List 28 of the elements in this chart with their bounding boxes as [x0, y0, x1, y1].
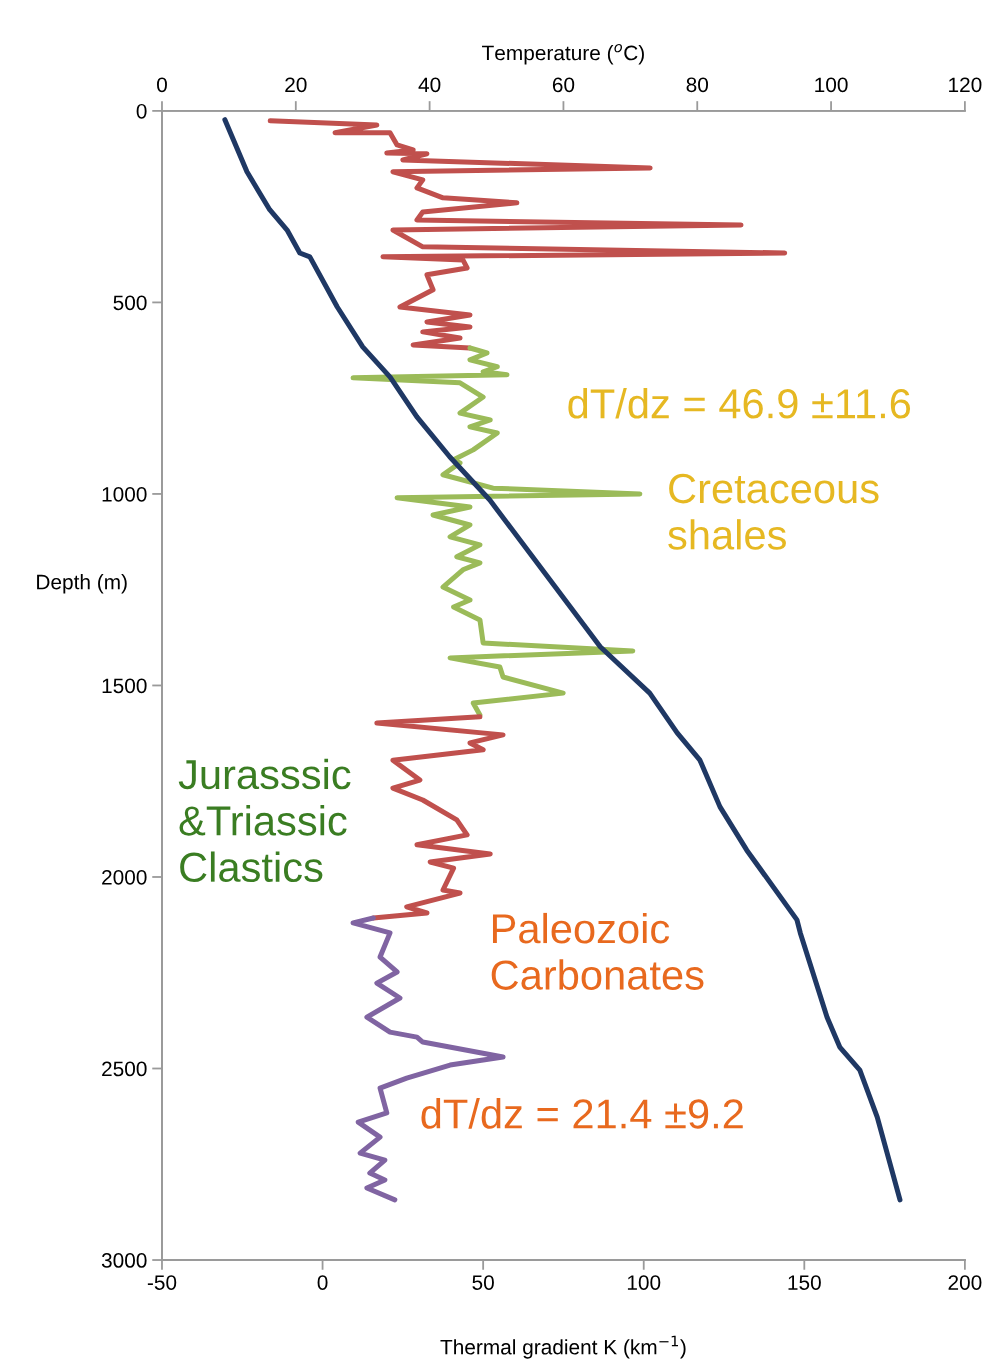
annotation: Jurasssic &Triassic Clastics	[178, 758, 351, 883]
y-tick-label: 2500	[102, 1061, 147, 1077]
x-tick-label: 150	[788, 1275, 821, 1290]
x2-tick-label: 0	[157, 77, 167, 93]
x2-axis-title: Temperature ($^{o}$C)	[482, 43, 644, 65]
x-tick-label: -50	[147, 1275, 177, 1290]
x-tick-label: 50	[472, 1275, 494, 1290]
x2-tick-label: 20	[285, 77, 307, 93]
y-tick-label: 1500	[102, 678, 147, 694]
y-tick-label: 3000	[101, 1253, 147, 1268]
annotation: Paleozoic Carbonates	[491, 912, 704, 990]
x2-tick-label: 80	[686, 77, 709, 93]
x-axis-title: Thermal gradient K (km$^{−1}$)	[440, 1335, 686, 1359]
y-tick-label: 500	[113, 295, 147, 311]
y-tick-label: 2000	[102, 869, 147, 885]
x-tick-label: 100	[627, 1275, 661, 1290]
x2-tick-label: 120	[949, 77, 982, 93]
y-tick-label: 0	[136, 103, 147, 119]
annotation: Cretaceous shales	[668, 473, 879, 550]
y-tick-label: 1000	[102, 486, 147, 502]
y-axis-title: Depth (m)	[37, 574, 127, 594]
x2-tick-label: 100	[815, 77, 848, 93]
annotation: dT/dz = 46.9 ±11.6	[568, 387, 911, 419]
x-tick-label: 200	[948, 1275, 982, 1290]
x2-tick-label: 60	[552, 77, 575, 93]
x2-tick-label: 40	[418, 77, 441, 93]
annotation: dT/dz = 21.4 ±9.2	[421, 1098, 743, 1129]
x-tick-label: 0	[317, 1275, 328, 1290]
